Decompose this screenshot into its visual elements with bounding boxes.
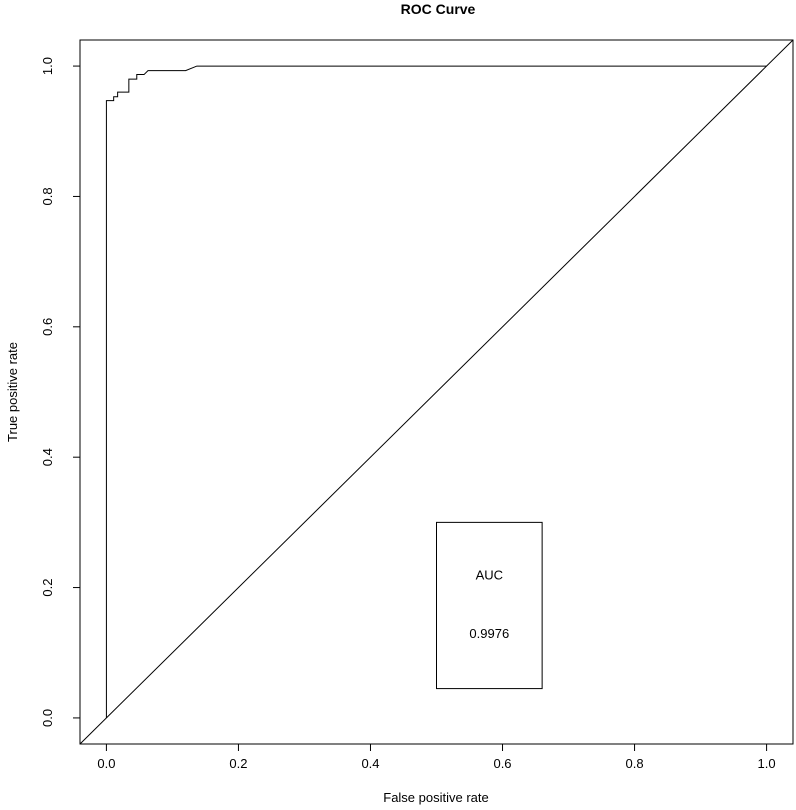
y-tick-label: 0.4 (40, 448, 55, 466)
auc-box (436, 521, 543, 690)
y-axis-label: True positive rate (5, 342, 20, 442)
diagonal-reference-line (79, 39, 794, 745)
plot-frame (79, 39, 794, 745)
x-tick-label: 0.6 (493, 756, 511, 771)
x-tick-label: 0.8 (626, 756, 644, 771)
auc-label: AUC (476, 568, 503, 583)
x-tick-label: 0.4 (361, 756, 379, 771)
x-tick-label: 1.0 (758, 756, 776, 771)
auc-annotation: AUC 0.9976 (436, 521, 543, 690)
x-tick-label: 0.2 (229, 756, 247, 771)
y-tick-label: 0.2 (40, 579, 55, 597)
roc-curve-line (105, 65, 767, 718)
y-tick-label: 1.0 (40, 57, 55, 75)
y-tick-label: 0.8 (40, 187, 55, 205)
x-tick-label: 0.0 (97, 756, 115, 771)
auc-value: 0.9976 (469, 626, 509, 641)
y-axis: 0.0 0.2 0.4 0.6 0.8 1.0 (40, 57, 80, 727)
x-axis: 0.0 0.2 0.4 0.6 0.8 1.0 (97, 744, 776, 771)
chart-title: ROC Curve (401, 1, 476, 17)
y-tick-label: 0.6 (40, 318, 55, 336)
series-layer (79, 39, 794, 745)
x-axis-label: False positive rate (383, 790, 489, 805)
y-tick-label: 0.0 (40, 709, 55, 727)
